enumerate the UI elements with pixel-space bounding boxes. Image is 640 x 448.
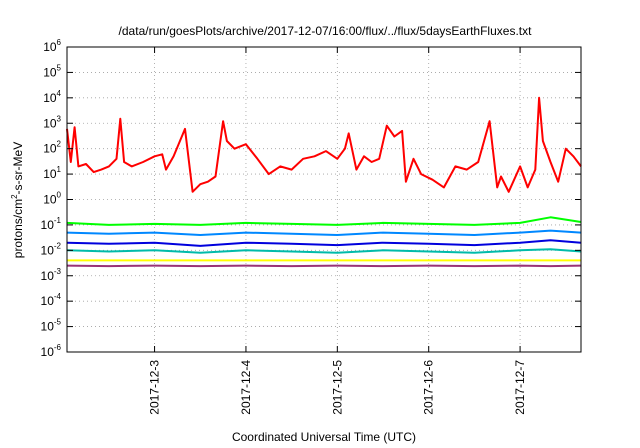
y-tick-base: 10 xyxy=(41,320,55,334)
y-tick-exponent: 0 xyxy=(57,191,62,200)
x-tick-label: 2017-12-6 xyxy=(422,360,436,415)
y-tick-exponent: -6 xyxy=(54,343,62,352)
y-tick-base: 10 xyxy=(43,167,57,181)
y-tick-exponent: -1 xyxy=(54,216,62,225)
series-line-7 xyxy=(66,264,582,268)
y-tick-base: 10 xyxy=(41,345,55,359)
series-line-3 xyxy=(66,229,582,236)
y-axis-ticks: 10-610-510-410-310-210-11001011021031041… xyxy=(41,38,581,359)
y-tick-exponent: 4 xyxy=(57,89,62,98)
y-tick-label: 10-4 xyxy=(41,292,62,308)
x-axis-label: Coordinated Universal Time (UTC) xyxy=(232,430,416,444)
x-tick-label: 2017-12-3 xyxy=(148,360,162,415)
chart-title: /data/run/goesPlots/archive/2017-12-07/1… xyxy=(119,24,533,38)
series-line-4 xyxy=(66,239,582,247)
series-line-1 xyxy=(66,96,582,193)
y-tick-exponent: -3 xyxy=(54,267,62,276)
y-tick-base: 10 xyxy=(41,294,55,308)
y-tick-exponent: -5 xyxy=(54,318,62,327)
y-tick-base: 10 xyxy=(43,65,57,79)
y-tick-label: 10-3 xyxy=(41,267,62,283)
y-tick-label: 10-5 xyxy=(41,318,62,334)
y-tick-label: 100 xyxy=(43,191,61,207)
grid-layer xyxy=(67,47,581,352)
y-axis-label: protons/cm2-s-sr-MeV xyxy=(10,142,25,258)
y-tick-base: 10 xyxy=(41,218,55,232)
y-tick-exponent: 5 xyxy=(57,63,62,72)
y-axis-label-part-2: -s-sr-MeV xyxy=(11,142,25,195)
y-tick-label: 105 xyxy=(43,63,61,79)
y-tick-label: 102 xyxy=(43,140,61,156)
y-tick-exponent: 1 xyxy=(57,165,62,174)
series-layer xyxy=(66,96,582,268)
y-tick-exponent: 2 xyxy=(57,140,62,149)
y-tick-base: 10 xyxy=(41,243,55,257)
series-line-2 xyxy=(66,216,582,226)
x-axis-ticks: 2017-12-3 2017-12-4 2017-12-5 2017-12-6 2017… xyxy=(148,47,527,415)
x-tick-label: 2017-12-4 xyxy=(239,360,253,415)
x-tick-label: 2017-12-7 xyxy=(513,360,527,415)
y-tick-exponent: 6 xyxy=(57,38,62,47)
y-tick-label: 101 xyxy=(43,165,61,181)
y-tick-base: 10 xyxy=(43,40,57,54)
x-tick-label: 2017-12-5 xyxy=(330,360,344,415)
y-tick-base: 10 xyxy=(43,142,57,156)
y-tick-label: 104 xyxy=(43,89,61,105)
y-tick-base: 10 xyxy=(41,269,55,283)
y-tick-label: 10-1 xyxy=(41,216,62,232)
series-line-5 xyxy=(66,248,582,254)
y-tick-label: 103 xyxy=(43,114,61,130)
y-tick-label: 10-2 xyxy=(41,241,62,257)
y-tick-exponent: -4 xyxy=(54,292,62,301)
y-tick-label: 106 xyxy=(43,38,61,54)
y-tick-base: 10 xyxy=(43,91,57,105)
y-axis-label-superscript: 2 xyxy=(10,194,19,199)
y-tick-label: 10-6 xyxy=(41,343,62,359)
y-tick-exponent: -2 xyxy=(54,241,62,250)
y-tick-base: 10 xyxy=(43,116,57,130)
y-axis-label-part-1: protons/cm xyxy=(11,199,25,258)
y-tick-exponent: 3 xyxy=(57,114,62,123)
y-tick-base: 10 xyxy=(43,193,57,207)
